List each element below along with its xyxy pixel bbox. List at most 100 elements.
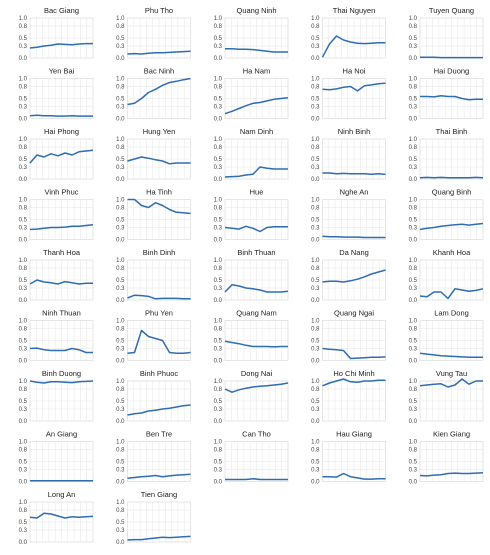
- y-tick-label: 0.3: [19, 468, 28, 474]
- y-tick-label: 0.0: [311, 56, 320, 62]
- y-tick-label: 0.5: [311, 97, 320, 103]
- y-tick-label: 1.0: [311, 258, 320, 264]
- y-tick-label: 1.0: [214, 379, 223, 385]
- y-tick-label: 0.0: [311, 238, 320, 244]
- y-tick-label: 0.0: [116, 359, 125, 365]
- y-tick-label: 0.5: [214, 339, 223, 345]
- y-tick-label: 0.3: [409, 286, 418, 292]
- panel-title: Long An: [48, 490, 76, 499]
- y-tick-label: 1.0: [214, 440, 223, 446]
- y-tick-label: 0.3: [311, 226, 320, 232]
- y-tick-label: 0.5: [19, 520, 28, 526]
- y-tick-label: 0.0: [214, 56, 223, 62]
- y-tick-label: 1.0: [409, 440, 418, 446]
- y-tick-label: 0.5: [19, 460, 28, 466]
- y-tick-label: 0.5: [19, 399, 28, 405]
- y-tick-label: 0.8: [116, 508, 125, 514]
- y-tick-label: 1.0: [116, 379, 125, 385]
- y-tick-label: 0.8: [19, 85, 28, 91]
- panel-title: Hue: [250, 188, 264, 197]
- panel-title: Nghe An: [340, 188, 369, 197]
- y-tick-label: 0.3: [409, 105, 418, 111]
- y-tick-label: 0.0: [214, 419, 223, 425]
- y-tick-label: 0.0: [311, 117, 320, 123]
- y-tick-label: 1.0: [19, 500, 28, 506]
- panel-title: Quang Nam: [236, 309, 276, 318]
- y-tick-label: 0.5: [311, 218, 320, 224]
- y-tick-label: 0.3: [409, 165, 418, 171]
- y-tick-label: 0.3: [19, 105, 28, 111]
- y-tick-label: 0.3: [311, 105, 320, 111]
- y-tick-label: 1.0: [409, 258, 418, 264]
- y-tick-label: 0.0: [214, 298, 223, 304]
- y-tick-label: 0.3: [116, 105, 125, 111]
- y-tick-label: 0.3: [311, 165, 320, 171]
- y-tick-label: 0.0: [19, 419, 28, 425]
- y-tick-label: 0.8: [19, 387, 28, 393]
- y-tick-label: 0.8: [311, 266, 320, 272]
- panel-title: Thanh Hoa: [43, 248, 81, 257]
- panel: Long An0.00.30.50.81.0: [19, 490, 93, 546]
- y-tick-label: 0.3: [116, 407, 125, 413]
- y-tick-label: 0.5: [409, 339, 418, 345]
- y-tick-label: 0.3: [214, 165, 223, 171]
- y-tick-label: 1.0: [409, 16, 418, 22]
- y-tick-label: 0.0: [409, 359, 418, 365]
- y-tick-label: 0.0: [409, 419, 418, 425]
- y-tick-label: 0.0: [214, 117, 223, 123]
- panel-title: Yen Bai: [49, 67, 75, 76]
- y-tick-label: 0.5: [214, 278, 223, 284]
- y-tick-label: 0.5: [311, 36, 320, 42]
- y-tick-label: 1.0: [409, 379, 418, 385]
- y-tick-label: 0.0: [19, 238, 28, 244]
- y-tick-label: 0.3: [116, 165, 125, 171]
- y-tick-label: 0.0: [116, 298, 125, 304]
- y-tick-label: 0.8: [409, 266, 418, 272]
- y-tick-label: 0.5: [409, 36, 418, 42]
- y-tick-label: 1.0: [311, 77, 320, 83]
- y-tick-label: 0.5: [19, 278, 28, 284]
- panel-title: Phu Tho: [145, 6, 173, 15]
- y-tick-label: 0.8: [116, 85, 125, 91]
- y-tick-label: 0.0: [311, 298, 320, 304]
- y-tick-label: 0.8: [19, 206, 28, 212]
- y-tick-label: 0.8: [19, 448, 28, 454]
- y-tick-label: 1.0: [19, 319, 28, 325]
- y-tick-label: 0.8: [214, 24, 223, 30]
- y-tick-label: 0.8: [19, 24, 28, 30]
- y-tick-label: 0.5: [116, 157, 125, 163]
- panel-title: Thai Binh: [436, 127, 468, 136]
- y-tick-label: 0.5: [409, 157, 418, 163]
- y-tick-label: 1.0: [116, 319, 125, 325]
- panel-title: An Giang: [46, 430, 77, 439]
- y-tick-label: 0.3: [19, 165, 28, 171]
- y-tick-label: 0.8: [409, 206, 418, 212]
- panel-title: Binh Duong: [42, 369, 81, 378]
- panel-title: Tien Giang: [141, 490, 177, 499]
- y-tick-label: 0.5: [409, 97, 418, 103]
- panel-title: Quang Binh: [432, 188, 472, 197]
- panel: Nghe An0.00.30.50.81.0: [311, 188, 385, 244]
- y-tick-label: 0.8: [311, 206, 320, 212]
- y-tick-label: 1.0: [214, 137, 223, 143]
- panel-title: Binh Phuoc: [140, 369, 179, 378]
